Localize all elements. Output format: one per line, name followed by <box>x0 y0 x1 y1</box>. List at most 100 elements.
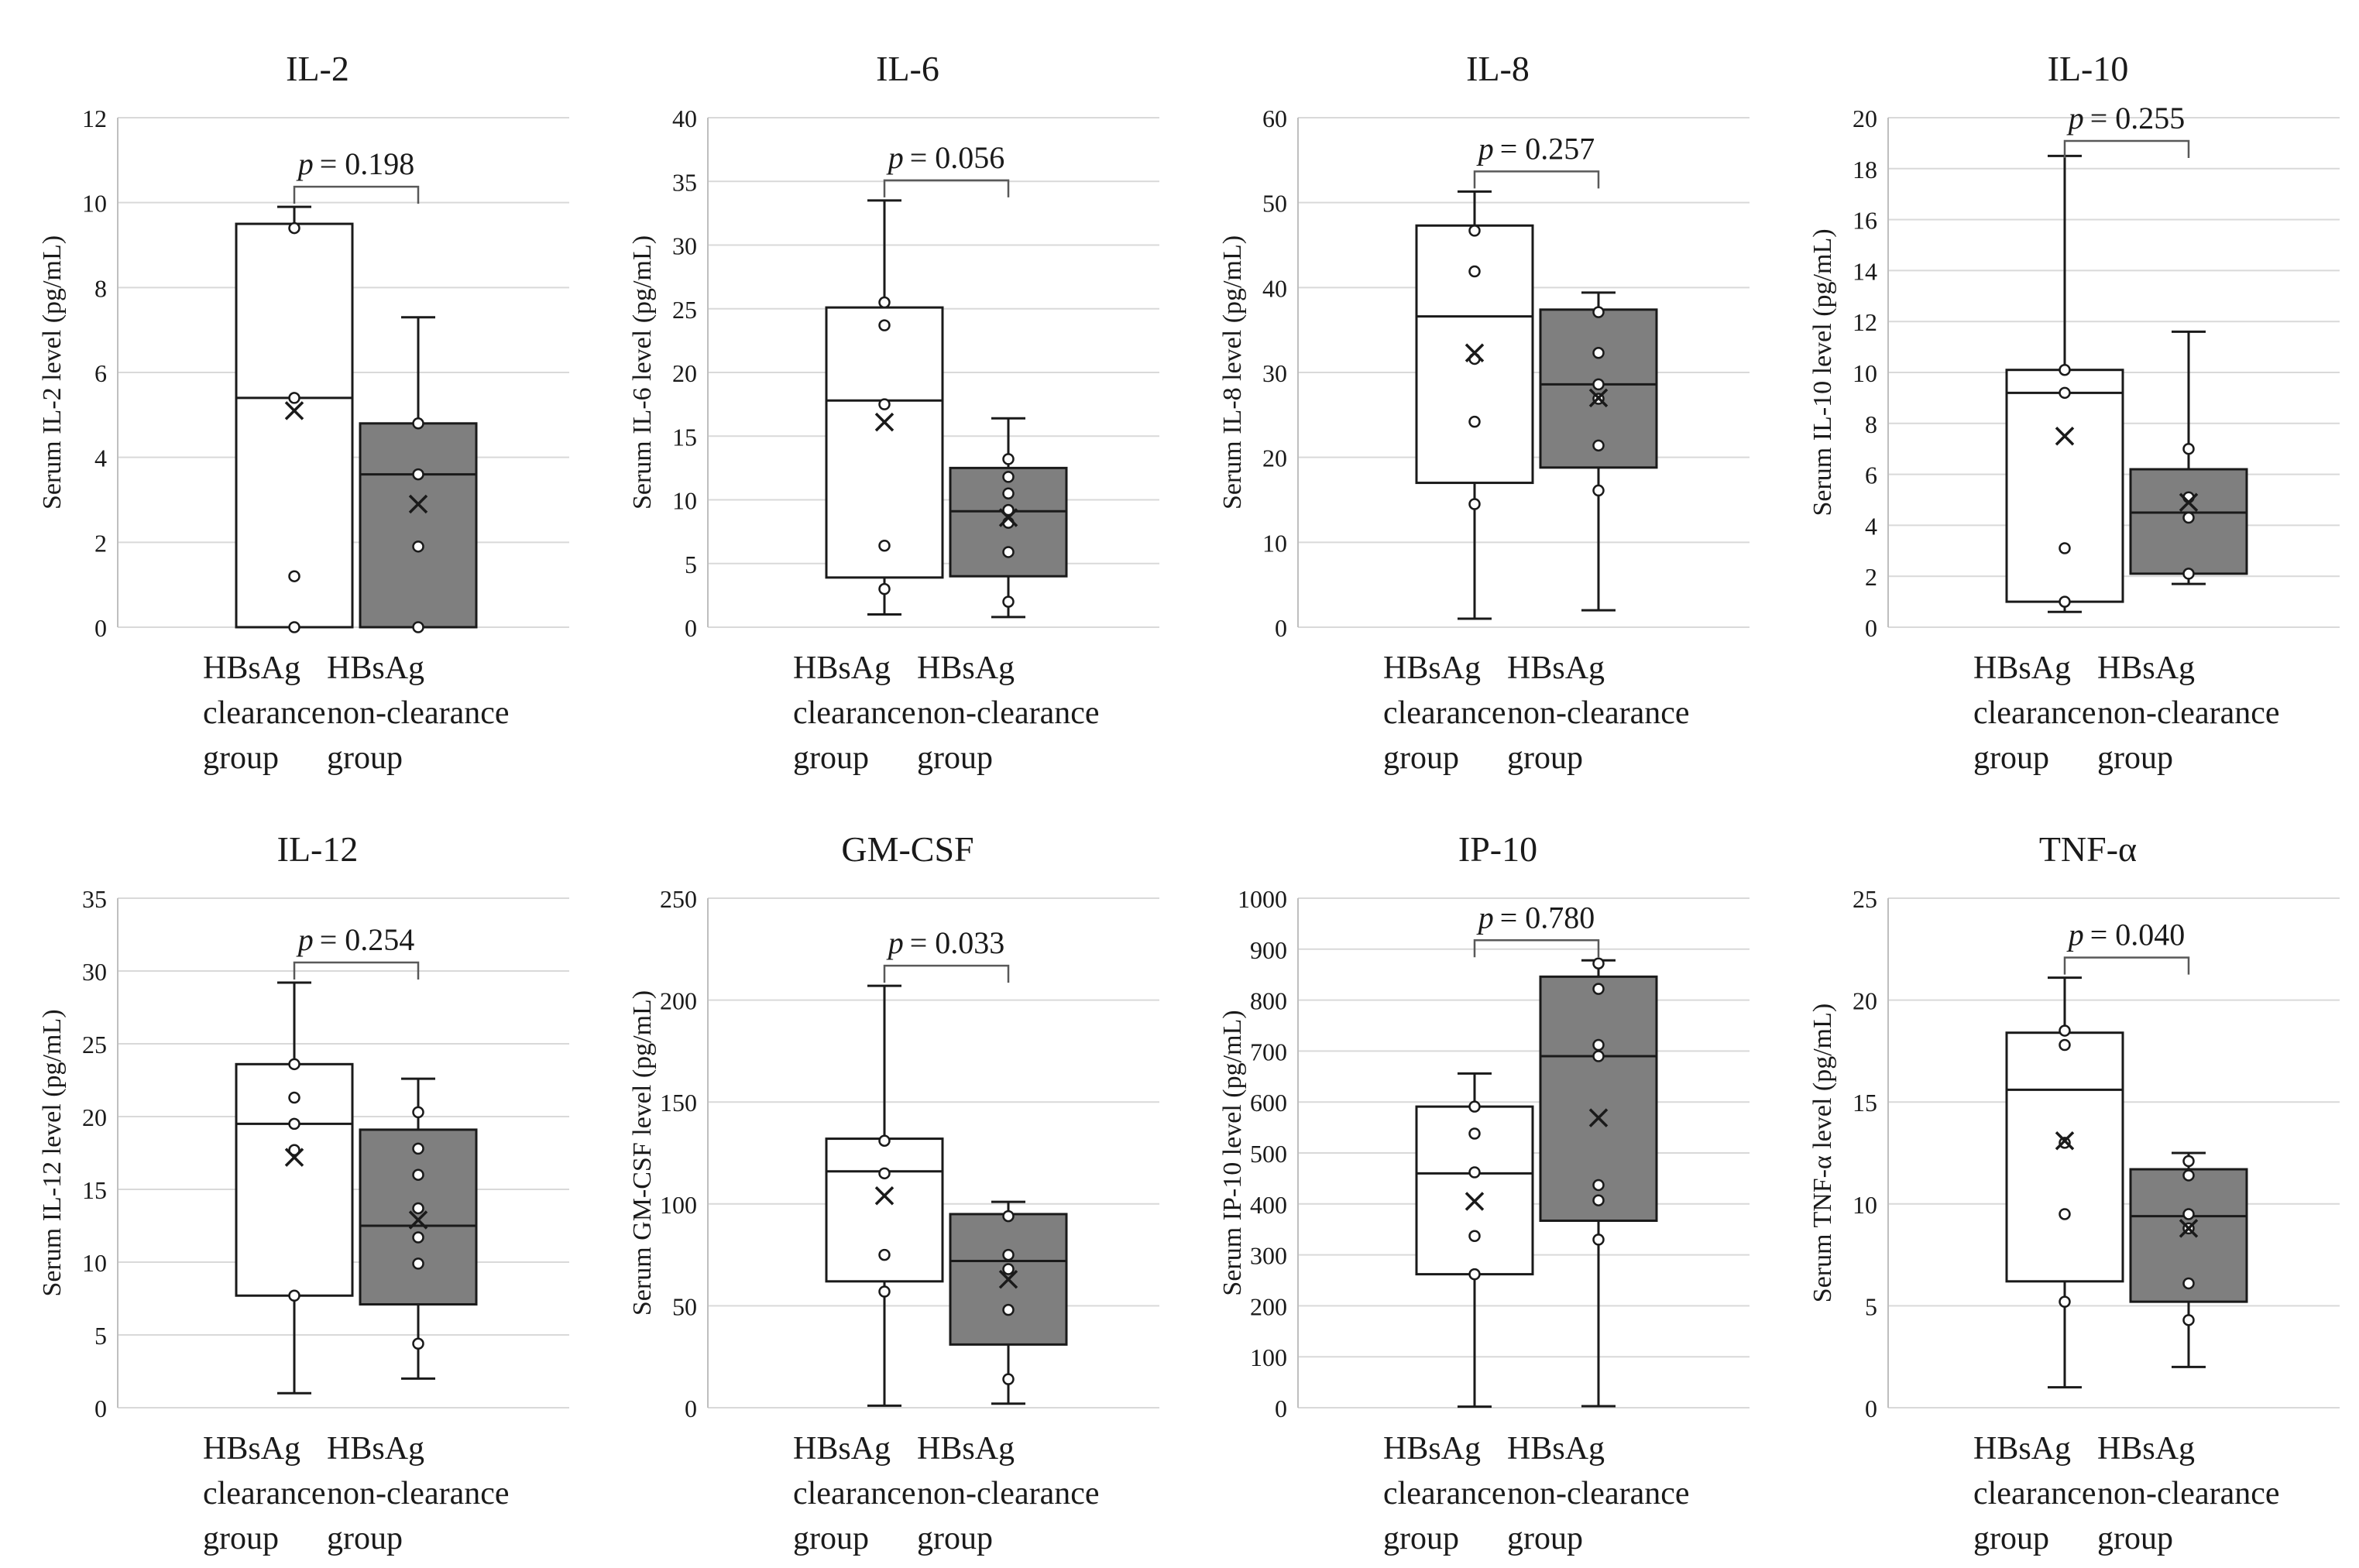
x-group-label: group <box>2097 1521 2173 1556</box>
data-point <box>878 1167 891 1180</box>
x-group-label: HBsAg <box>1507 1431 1605 1467</box>
box-iqr <box>949 466 1068 578</box>
x-group-label: HBsAg <box>2097 650 2195 686</box>
data-point <box>1002 487 1015 500</box>
mean-marker <box>998 1269 1018 1289</box>
box-nonclearance-group <box>1539 957 1658 1408</box>
p-value-annotation: p = 0.780 <box>1476 900 1595 935</box>
x-group-label: group <box>203 1521 279 1556</box>
x-group-label: non-clearance <box>2097 695 2280 731</box>
x-group-label: HBsAg <box>1383 650 1481 686</box>
y-tick-label: 15 <box>672 423 697 451</box>
y-tick-label: 14 <box>1853 257 1877 285</box>
box-nonclearance-group <box>949 1200 1068 1405</box>
p-symbol: p <box>296 146 314 181</box>
data-point <box>2059 1024 2071 1037</box>
data-point <box>412 1202 424 1215</box>
y-tick-label: 0 <box>1275 1395 1287 1422</box>
data-point <box>2059 1038 2071 1052</box>
box-iqr <box>825 306 944 579</box>
data-point <box>1468 1268 1481 1281</box>
data-point <box>288 1144 300 1156</box>
y-axis-label: Serum IL-10 level (pg/mL) <box>1808 228 1837 516</box>
significance-bracket <box>1473 939 1600 958</box>
x-group-label: HBsAg <box>2097 1431 2195 1467</box>
y-tick-label: 600 <box>1250 1089 1287 1117</box>
chart-title: IL-6 <box>876 49 939 88</box>
y-tick-label: 10 <box>672 487 697 515</box>
y-tick-label: 25 <box>82 1031 107 1058</box>
box-iqr <box>825 1137 944 1283</box>
data-point <box>1592 1038 1605 1052</box>
data-point <box>2059 386 2071 400</box>
x-group-label: HBsAg <box>793 1431 891 1467</box>
data-point <box>1002 1373 1015 1385</box>
box-clearance-group <box>825 984 944 1407</box>
x-group-label: non-clearance <box>917 695 1100 731</box>
mean-marker <box>1465 1192 1485 1211</box>
y-tick-label: 12 <box>1853 308 1877 336</box>
x-group-label: clearance <box>793 695 916 731</box>
mean-marker <box>408 494 428 514</box>
data-point <box>412 468 424 481</box>
p-value-annotation: p = 0.033 <box>886 925 1005 960</box>
x-group-label: non-clearance <box>2097 1476 2280 1511</box>
x-group-label: HBsAg <box>203 650 300 686</box>
y-tick-label: 0 <box>1865 1395 1877 1422</box>
data-point <box>2059 542 2071 554</box>
box-clearance-group <box>2005 154 2124 613</box>
y-tick-label: 0 <box>685 1395 697 1422</box>
data-point <box>1592 1179 1605 1192</box>
y-tick-label: 900 <box>1250 936 1287 964</box>
data-point <box>1468 1166 1481 1179</box>
y-tick-label: 15 <box>82 1176 107 1204</box>
x-group-label: clearance <box>793 1476 916 1511</box>
mean-marker <box>874 412 894 432</box>
mean-marker <box>408 1210 428 1230</box>
mean-marker <box>2055 427 2075 446</box>
x-group-label: group <box>327 1521 403 1556</box>
chart-title: TNF-α <box>2039 829 2137 869</box>
data-point <box>1002 1209 1015 1223</box>
chart-panel-2: IL-6 0 5 10 15 20 25 30 35 40 Serum IL-6 level (pg… <box>628 49 1159 776</box>
y-tick-label: 35 <box>672 168 697 196</box>
x-group-label: group <box>1973 740 2049 776</box>
y-tick-label: 25 <box>1853 885 1877 913</box>
x-group-label: group <box>1383 740 1459 776</box>
data-point <box>1592 1050 1605 1062</box>
box-iqr <box>359 1128 478 1306</box>
x-group-label: group <box>793 740 869 776</box>
x-group-label: clearance <box>203 695 326 731</box>
y-tick-label: 10 <box>82 1249 107 1277</box>
box-clearance-group <box>825 199 944 616</box>
y-tick-label: 10 <box>1853 1191 1877 1219</box>
x-group-label: group <box>1507 1521 1583 1556</box>
data-point <box>2059 595 2071 608</box>
data-point <box>412 621 424 633</box>
x-group-label: non-clearance <box>1507 1476 1690 1511</box>
x-group-label: group <box>793 1521 869 1556</box>
y-tick-label: 0 <box>685 614 697 642</box>
data-point <box>2059 1295 2071 1308</box>
chart-title: IL-12 <box>277 829 359 869</box>
significance-bracket <box>2063 139 2190 158</box>
data-point <box>412 417 424 430</box>
data-point <box>1468 265 1481 278</box>
data-point <box>2182 1277 2195 1290</box>
x-group-label: HBsAg <box>327 650 424 686</box>
mean-marker <box>2179 1219 2199 1238</box>
data-point <box>878 1285 891 1298</box>
data-point <box>1592 983 1605 995</box>
x-group-label: group <box>203 740 279 776</box>
y-axis-label: Serum IL-8 level (pg/mL) <box>1218 235 1247 510</box>
data-point <box>1002 453 1015 465</box>
data-point <box>1468 498 1481 510</box>
data-point <box>1592 378 1605 391</box>
y-tick-label: 6 <box>94 359 107 387</box>
y-tick-label: 12 <box>82 105 107 132</box>
y-tick-label: 4 <box>1865 512 1877 540</box>
data-point <box>412 1142 424 1155</box>
mean-marker <box>998 508 1018 527</box>
y-tick-label: 50 <box>1262 190 1287 218</box>
